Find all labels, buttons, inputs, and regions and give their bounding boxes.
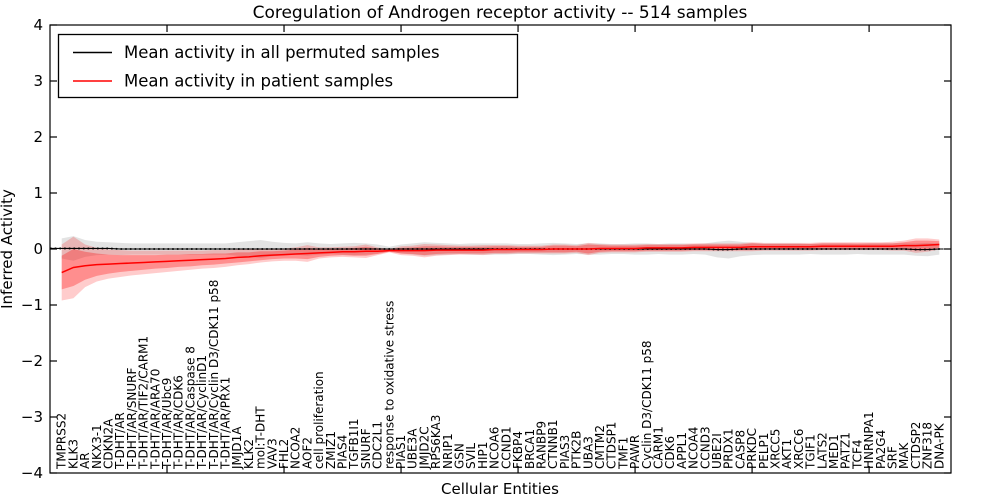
x-tick-label: CDC2L1 [371, 421, 385, 469]
x-tick-label: RANBP9 [534, 421, 548, 469]
x-tick-label: NCOA4 [687, 427, 701, 469]
x-tick-label: PIAS3 [558, 435, 572, 469]
x-tick-label: CASP8 [733, 430, 747, 469]
x-tick-label: ZNF318 [921, 422, 935, 469]
patient-confidence-band-outer [61, 236, 940, 301]
x-tick-label: FHL2 [277, 439, 291, 469]
x-tick-label: NRIP1 [441, 433, 455, 469]
y-axis-title: Inferred Activity [0, 189, 16, 309]
x-tick-label: Cyclin D3/CDK11 p58 [640, 340, 654, 469]
x-tick-label: PRKDC [745, 428, 759, 469]
x-tick-label: PTK2B [570, 431, 584, 469]
x-tick-label: PATZ1 [839, 432, 853, 469]
x-tick-label: TMPRSS2 [55, 413, 69, 470]
x-tick-label: HNRNPA1 [862, 411, 876, 469]
y-tick-label: 0 [33, 240, 43, 258]
x-tick-label: ZMIZ1 [324, 431, 338, 469]
x-tick-label: KLK3 [66, 439, 80, 469]
legend: Mean activity in all permuted samples Me… [57, 33, 519, 99]
x-tick-label: PIAS4 [336, 435, 350, 469]
x-tick-label: MED1 [827, 434, 841, 469]
y-tick-label: 2 [33, 128, 43, 146]
x-tick-label: CDKN2A [102, 418, 116, 469]
x-tick-label: CTNNB1 [546, 419, 560, 469]
x-tick-label: KLK2 [242, 439, 256, 469]
x-tick-label: DNA-PK [932, 422, 946, 469]
x-tick-label: SVIL [464, 443, 478, 469]
x-tick-label: JMJD1A [230, 426, 244, 470]
y-tick-label: −4 [21, 464, 43, 482]
x-tick-label: T-DHT/AR/Cyclin D3/CDK11 p58 [207, 280, 221, 470]
x-tick-label: UBE2I [710, 433, 724, 469]
x-tick-label: MAK [897, 441, 911, 469]
x-tick-label: UBE3A [406, 428, 420, 469]
x-tick-label: NCOA6 [488, 427, 502, 469]
y-tick-label: −1 [21, 296, 43, 314]
x-tick-label: T-DHT/AR/Caspase 8 [183, 346, 197, 470]
x-tick-label: JMJD2C [417, 426, 431, 470]
x-tick-label: SRF [885, 446, 899, 469]
x-tick-label: T-DHT/AR/PRX1 [219, 377, 233, 470]
x-tick-label: CTDSP1 [605, 422, 619, 469]
x-tick-label: BRCA1 [523, 429, 537, 469]
x-axis-title: Cellular Entities [441, 480, 559, 498]
x-tick-label: PELP1 [757, 433, 771, 469]
x-tick-label: response to oxidative stress [382, 301, 396, 469]
x-tick-label: LATS2 [815, 432, 829, 469]
x-tick-label: PA2G4 [874, 430, 888, 469]
x-tick-label: NCOA2 [289, 427, 303, 469]
plot-area: TMPRSS2KLK3ARNKX3-1CDKN2AT-DHT/ART-DHT/A… [21, 16, 952, 482]
x-tick-label: T-DHT/AR [113, 412, 127, 470]
x-tick-label: XRCC6 [792, 429, 806, 469]
x-tick-label: PRDX1 [722, 428, 736, 469]
legend-label-permuted: Mean activity in all permuted samples [124, 43, 440, 62]
x-tick-label: cell proliferation [312, 371, 326, 469]
x-tick-label: CDK6 [663, 436, 677, 469]
x-tick-label: UBA3 [581, 436, 595, 469]
x-tick-label: FKBP4 [511, 431, 525, 469]
x-tick-label: TGIF1 [804, 434, 818, 470]
x-tick-label: mol:T-DHT [254, 406, 268, 469]
y-tick-label: −3 [21, 408, 43, 426]
patient-confidence-band-inner [61, 240, 940, 290]
x-tick-label: PIAS1 [394, 435, 408, 469]
x-tick-label: AKT1 [780, 439, 794, 469]
x-tick-label: APPL1 [675, 432, 689, 469]
x-tick-label: PAWR [628, 435, 642, 469]
x-tick-label: HIP1 [476, 442, 490, 469]
x-tick-label: TCF4 [850, 439, 864, 470]
x-tick-label: T-DHT/AR/TIF2/CARM1 [137, 336, 151, 470]
patient-mean-line [61, 243, 940, 274]
x-tick-label: GSN [453, 443, 467, 469]
chart-title: Coregulation of Androgen receptor activi… [253, 3, 748, 23]
x-tick-label: NKX3-1 [90, 424, 104, 469]
x-tick-label: TMF1 [616, 437, 630, 470]
x-tick-label: T-DHT/AR/ARA70 [148, 369, 162, 470]
y-tick-label: 4 [33, 16, 43, 34]
x-tick-label: TGFB1I1 [347, 418, 361, 470]
legend-label-patient: Mean activity in patient samples [124, 72, 393, 91]
y-tick-label: 3 [33, 72, 43, 90]
y-tick-label: −2 [21, 352, 43, 370]
x-tick-label: T-DHT/AR/Ubc9 [160, 378, 174, 470]
x-tick-label: VAV3 [265, 438, 279, 469]
x-tick-label: XRCC5 [768, 429, 782, 469]
x-tick-label: SNURF [359, 428, 373, 469]
y-tick-label: 1 [33, 184, 43, 202]
x-tick-label: RPS6KA3 [429, 415, 443, 469]
x-tick-label: AR [78, 452, 92, 469]
x-tick-label: CMTM2 [593, 425, 607, 469]
x-tick-label: T-DHT/AR/CDK6 [172, 375, 186, 470]
x-tick-label: CCND3 [698, 426, 712, 469]
x-tick-label: AOF2 [300, 437, 314, 469]
x-tick-label: CTDSP2 [909, 422, 923, 469]
x-tick-label: CCND1 [499, 426, 513, 469]
x-tick-label: CARM1 [651, 426, 665, 469]
x-tick-label: T-DHT/AR/CyclinD1 [195, 355, 209, 470]
legend-box [57, 33, 519, 99]
x-tick-label: T-DHT/AR/SNURF [125, 368, 139, 471]
